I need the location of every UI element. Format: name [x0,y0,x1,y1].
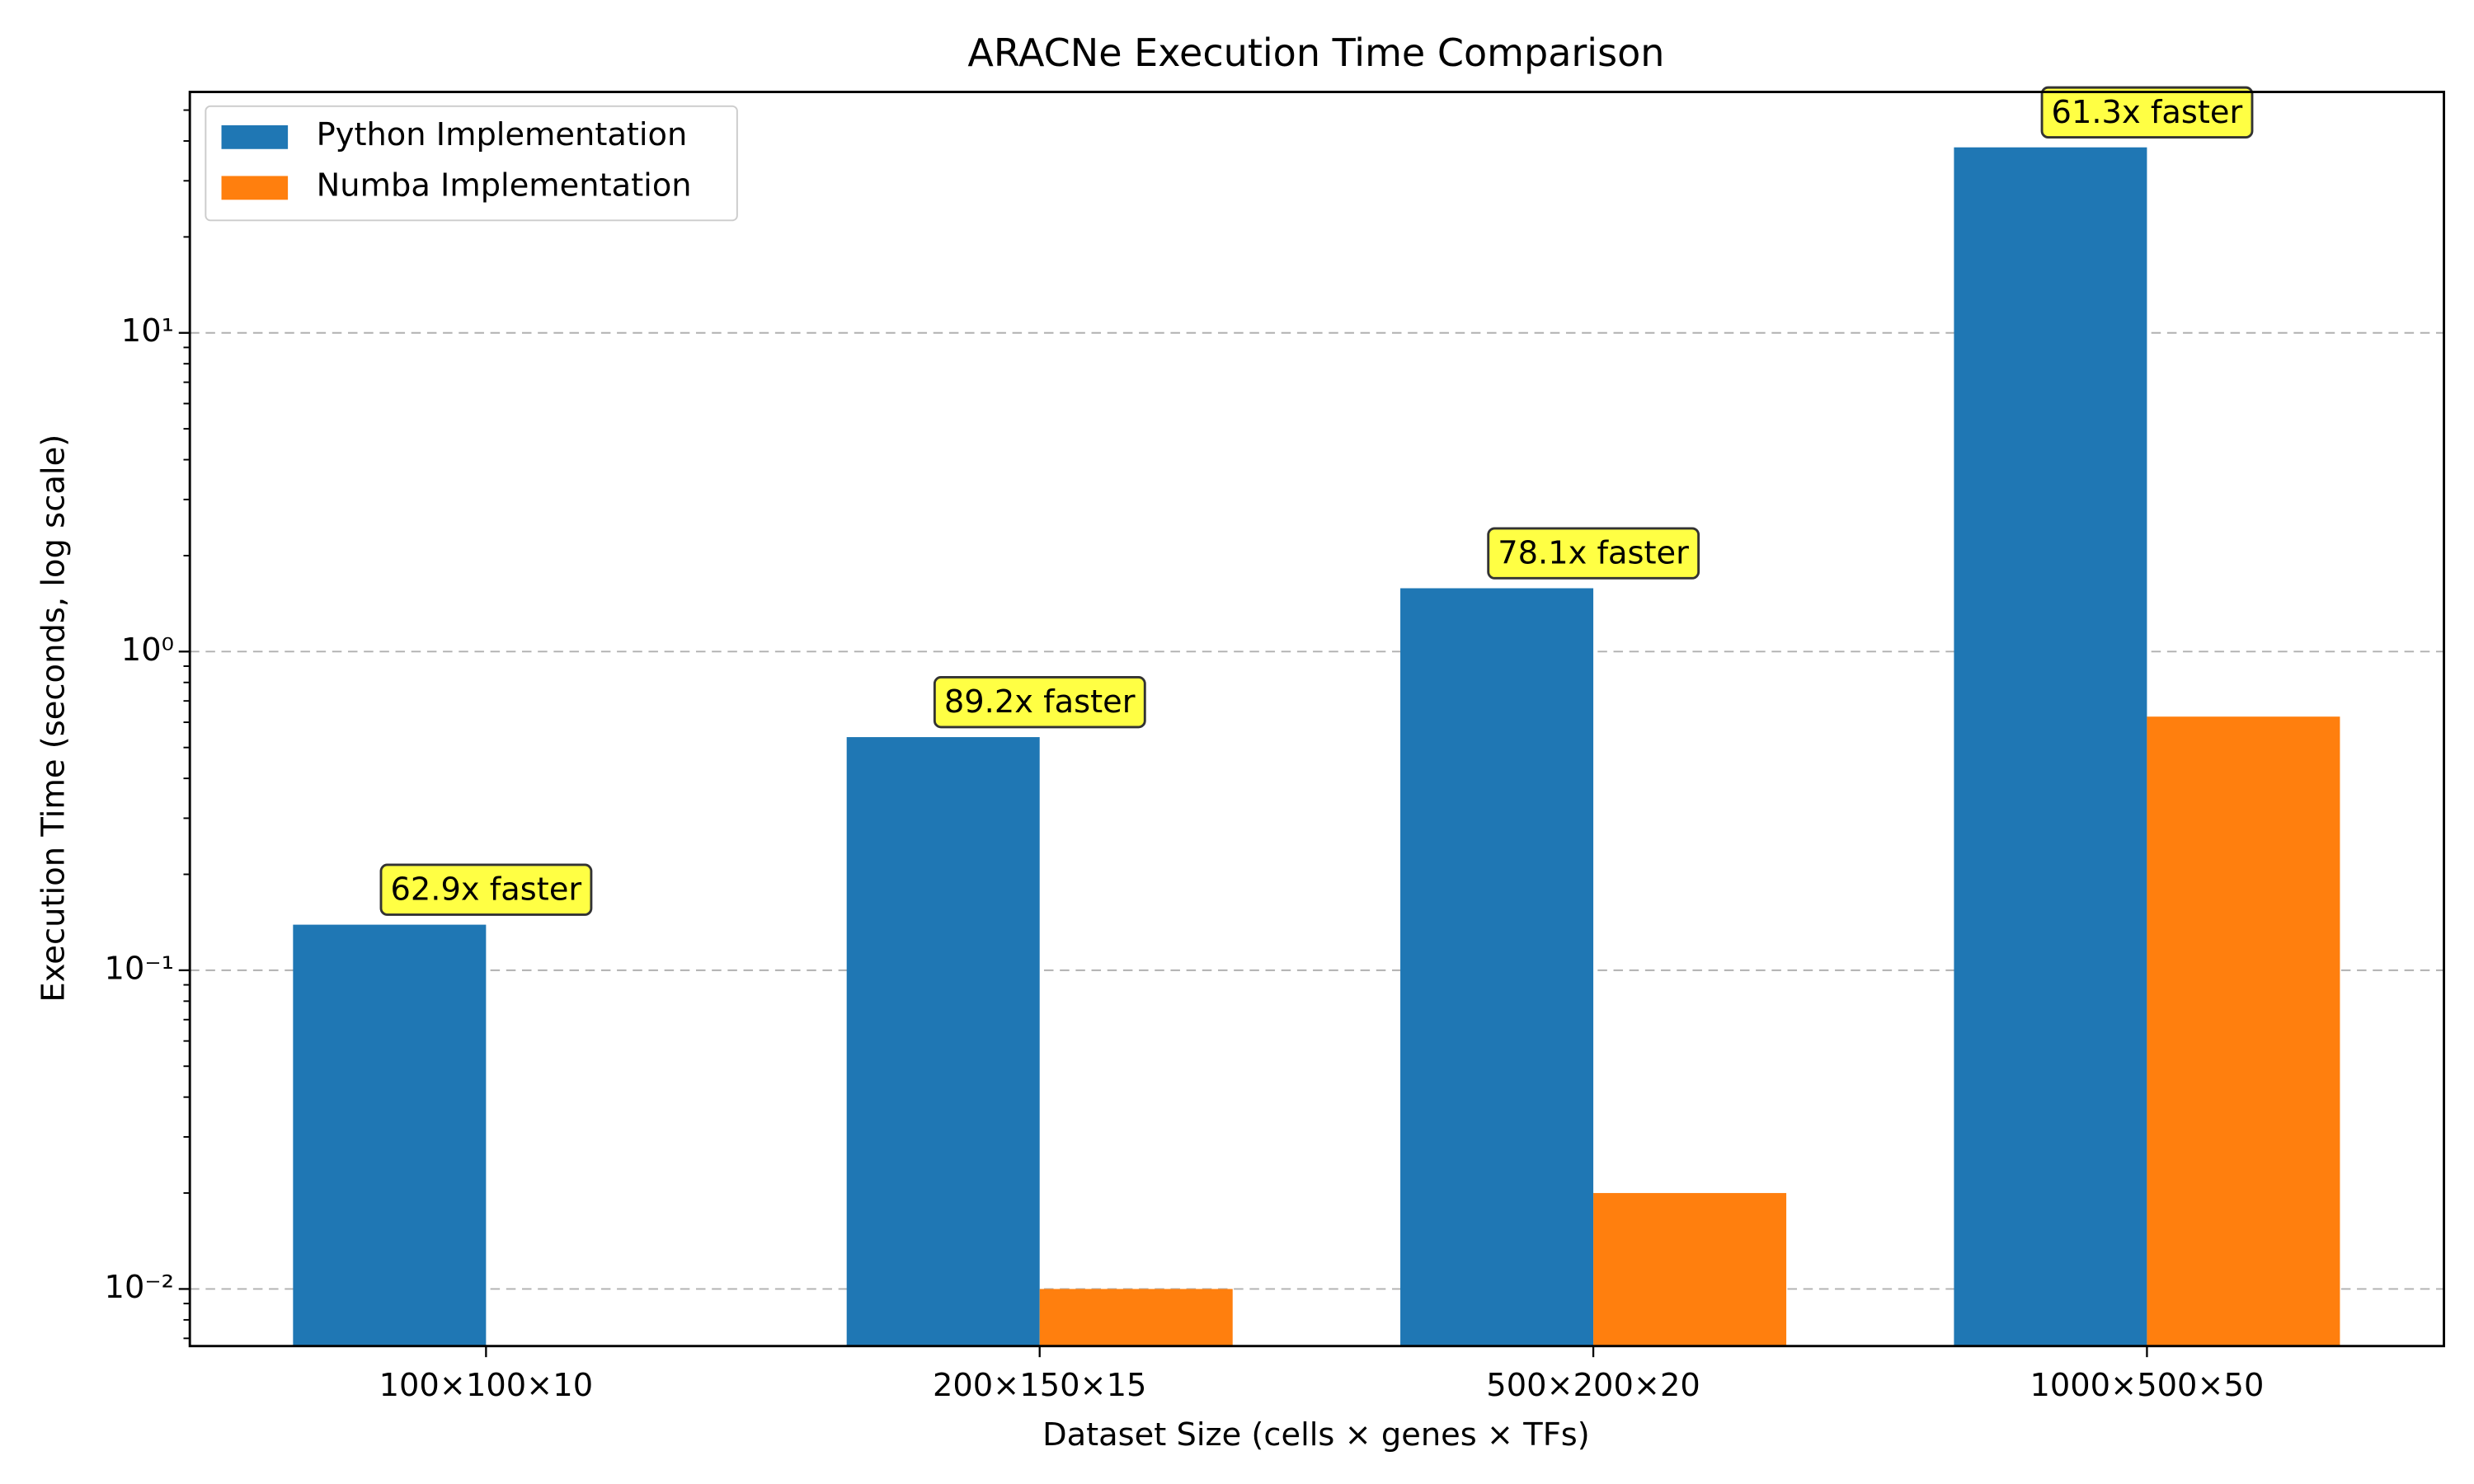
chart-title: ARACNe Execution Time Comparison [967,31,1664,75]
y-tick-label: 10¹ [121,312,174,350]
legend-box [205,105,738,222]
speedup-box [379,863,593,916]
bar [1954,147,2147,1346]
legend-swatch [221,124,289,149]
bar [1039,1289,1233,1346]
x-tick-label: 500×200×20 [1486,1367,1700,1404]
y-tick-label: 10⁰ [121,632,174,669]
legend-label: Python Implementation [317,116,688,153]
x-tick-label: 1000×500×50 [2030,1367,2264,1404]
x-tick-label: 100×100×10 [379,1367,594,1404]
y-tick-label: 10⁻¹ [105,950,174,987]
legend: Python Implementation Numba Implementatio… [205,105,738,222]
x-tick-label: 200×150×15 [933,1367,1147,1404]
speedup-box [2040,86,2254,139]
axes: 10⁻² 10⁻¹ 10⁰ 10¹ 100×100×10 200×150×15 500×20… [105,109,2264,1404]
speedup-label: 78.1x faster [1498,535,1689,572]
speedup-label: 62.9x faster [391,871,582,909]
annotations: 62.9x faster 89.2x faster 78.1x faster 61.3… [379,86,2254,916]
bar [1593,1193,1787,1346]
grid [190,331,2444,1290]
legend-swatch [221,176,289,200]
x-axis-label: Dataset Size (cells × genes × TFs) [1042,1416,1590,1453]
y-axis-label: Execution Time (seconds, log scale) [35,434,73,1003]
speedup-box [933,676,1146,729]
bar [846,737,1040,1346]
bars [293,147,2340,1346]
speedup-box [1487,527,1700,580]
bar [2147,716,2340,1346]
bar [293,924,487,1346]
legend-label: Numba Implementation [317,167,692,204]
speedup-label: 89.2x faster [944,683,1136,721]
bar [1400,588,1594,1346]
plot-frame [188,91,2445,1348]
y-tick-label: 10⁻² [105,1269,174,1306]
speedup-label: 61.3x faster [2052,94,2243,131]
